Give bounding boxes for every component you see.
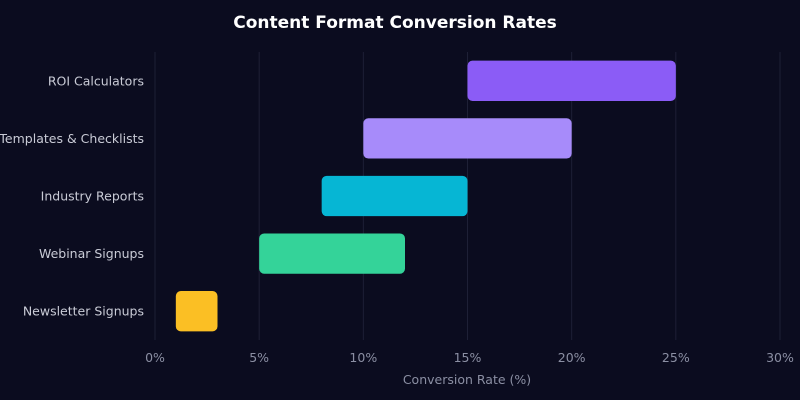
bar: [467, 60, 676, 101]
category-label: ROI Calculators: [48, 73, 144, 88]
x-tick-label: 15%: [454, 350, 482, 365]
bar: [259, 233, 405, 274]
x-tick-label: 25%: [662, 350, 690, 365]
category-label: Webinar Signups: [39, 246, 144, 261]
x-tick-labels: 0% 5% 10% 15% 20% 25% 30%: [145, 350, 794, 365]
x-axis-label: Conversion Rate (%): [403, 372, 531, 387]
x-tick-label: 20%: [558, 350, 586, 365]
category-label: Templates & Checklists: [0, 131, 144, 146]
bars: [175, 60, 676, 332]
category-label: Industry Reports: [41, 189, 144, 204]
category-label: Newsletter Signups: [23, 304, 144, 319]
category-labels: ROI Calculators Templates & Checklists Ind…: [0, 73, 144, 318]
x-tick-label: 10%: [349, 350, 377, 365]
x-tick-label: 30%: [766, 350, 794, 365]
chart-title: Content Format Conversion Rates: [233, 13, 557, 33]
x-tick-label: 0%: [145, 350, 165, 365]
bar: [175, 291, 218, 332]
x-tick-label: 5%: [249, 350, 269, 365]
bar: [321, 175, 468, 217]
bar: [363, 118, 572, 159]
